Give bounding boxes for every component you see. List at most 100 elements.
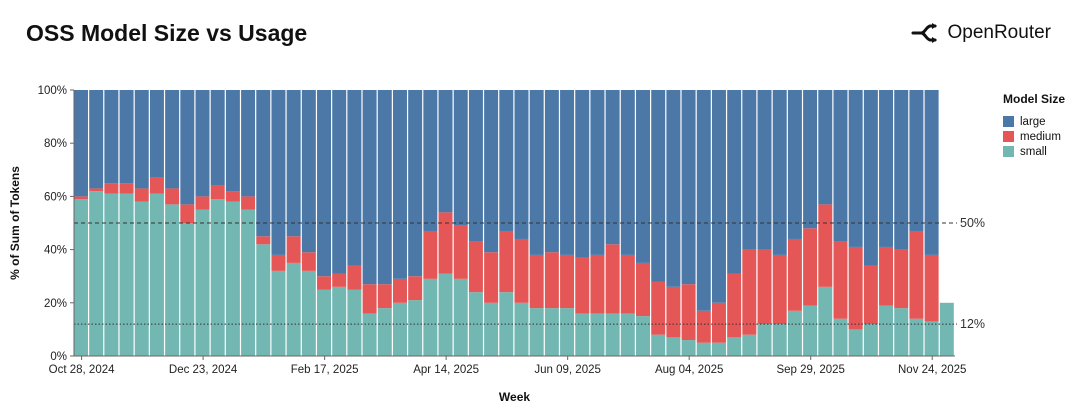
brand-name: OpenRouter xyxy=(947,22,1051,43)
bar-small-46 xyxy=(772,324,787,356)
bar-medium-5 xyxy=(149,177,164,194)
bar-small-55 xyxy=(909,318,924,356)
bar-large-33 xyxy=(575,90,590,258)
bar-medium-51 xyxy=(848,246,863,330)
bar-large-53 xyxy=(879,90,894,247)
bar-medium-0 xyxy=(74,196,88,200)
bar-small-21 xyxy=(392,302,407,356)
reference-label-12: 12% xyxy=(960,317,985,331)
x-tick-label: Jun 09, 2025 xyxy=(534,364,601,376)
bar-medium-34 xyxy=(590,254,605,314)
bar-medium-33 xyxy=(575,257,590,314)
legend-item-medium[interactable]: medium xyxy=(1003,129,1065,144)
openrouter-logo-icon xyxy=(911,23,938,43)
legend-swatch-small xyxy=(1003,146,1014,157)
bar-small-29 xyxy=(514,302,529,356)
bar-large-22 xyxy=(408,90,423,277)
bar-small-48 xyxy=(803,305,818,356)
bar-medium-40 xyxy=(681,284,696,341)
bar-large-2 xyxy=(104,90,119,184)
bar-medium-25 xyxy=(453,225,468,279)
bar-large-29 xyxy=(514,90,529,239)
bar-large-44 xyxy=(742,90,757,250)
legend: Model Size large medium small xyxy=(1003,92,1065,159)
bar-large-42 xyxy=(711,90,726,303)
y-tick-label: 80% xyxy=(44,138,67,150)
bar-small-38 xyxy=(651,334,666,356)
bar-medium-23 xyxy=(423,230,438,279)
bar-small-31 xyxy=(544,308,559,356)
bar-small-10 xyxy=(225,201,240,356)
bar-large-32 xyxy=(560,90,575,255)
bar-medium-41 xyxy=(696,310,711,343)
legend-label-large: large xyxy=(1020,115,1046,128)
bar-small-34 xyxy=(590,313,605,356)
bar-medium-21 xyxy=(392,278,407,303)
reference-label-50: 50% xyxy=(960,216,985,230)
bar-small-20 xyxy=(377,308,392,356)
bar-small-35 xyxy=(605,313,620,356)
bar-small-24 xyxy=(438,273,453,356)
bar-medium-53 xyxy=(879,246,894,306)
bar-small-56 xyxy=(924,321,939,356)
bar-small-11 xyxy=(241,209,256,356)
bar-large-15 xyxy=(301,90,316,253)
bar-medium-50 xyxy=(833,241,848,319)
bar-medium-1 xyxy=(89,188,104,192)
bar-medium-52 xyxy=(863,265,878,325)
bar-medium-45 xyxy=(757,249,772,325)
bar-medium-37 xyxy=(636,262,651,317)
bar-large-46 xyxy=(772,90,787,255)
bar-large-0 xyxy=(74,90,88,197)
bar-small-0 xyxy=(74,199,88,356)
reference-lines: 50% 12% xyxy=(74,216,985,331)
bar-medium-22 xyxy=(408,276,423,301)
legend-item-small[interactable]: small xyxy=(1003,144,1065,159)
bar-small-54 xyxy=(894,308,909,356)
bar-large-48 xyxy=(803,90,818,229)
bar-small-7 xyxy=(180,223,195,356)
bar-small-51 xyxy=(848,329,863,356)
bar-medium-2 xyxy=(104,183,119,194)
bar-small-52 xyxy=(863,324,878,356)
bar-medium-10 xyxy=(225,191,240,202)
x-axis: Oct 28, 2024 Dec 23, 2024 Feb 17, 2025 Apr … xyxy=(49,355,966,376)
legend-item-large[interactable]: large xyxy=(1003,114,1065,129)
legend-title: Model Size xyxy=(1003,92,1066,106)
x-tick-label: Nov 24, 2025 xyxy=(898,364,966,376)
bar-medium-15 xyxy=(301,252,316,271)
legend-label-small: small xyxy=(1020,145,1047,158)
bar-large-39 xyxy=(666,90,681,287)
x-tick-label: Feb 17, 2025 xyxy=(291,364,359,376)
bar-small-17 xyxy=(332,286,347,356)
bar-small-26 xyxy=(468,292,483,356)
bar-medium-27 xyxy=(484,252,499,303)
bar-small-22 xyxy=(408,300,423,356)
bar-small-25 xyxy=(453,278,468,356)
bar-medium-56 xyxy=(924,254,939,322)
bar-large-23 xyxy=(423,90,438,231)
bar-large-25 xyxy=(453,90,468,226)
bar-medium-42 xyxy=(711,302,726,343)
bar-small-9 xyxy=(210,199,225,356)
bar-large-8 xyxy=(195,90,210,197)
bar-medium-32 xyxy=(560,254,575,309)
bar-medium-26 xyxy=(468,241,483,293)
bar-medium-8 xyxy=(195,196,210,210)
bar-large-6 xyxy=(165,90,180,189)
bar-medium-46 xyxy=(772,254,787,325)
x-tick-label: Aug 04, 2025 xyxy=(655,364,723,376)
bar-large-20 xyxy=(377,90,392,285)
bar-small-8 xyxy=(195,209,210,356)
bar-small-57 xyxy=(939,302,954,356)
bar-medium-36 xyxy=(620,254,635,314)
bar-small-3 xyxy=(119,193,134,356)
x-tick-label: Dec 23, 2024 xyxy=(169,364,238,376)
legend-label-medium: medium xyxy=(1020,130,1061,143)
bar-small-15 xyxy=(301,270,316,356)
bar-medium-44 xyxy=(742,249,757,335)
y-tick-label: 0% xyxy=(50,351,67,363)
bar-small-43 xyxy=(727,337,742,356)
bar-small-4 xyxy=(134,201,149,356)
bar-medium-13 xyxy=(271,254,286,271)
